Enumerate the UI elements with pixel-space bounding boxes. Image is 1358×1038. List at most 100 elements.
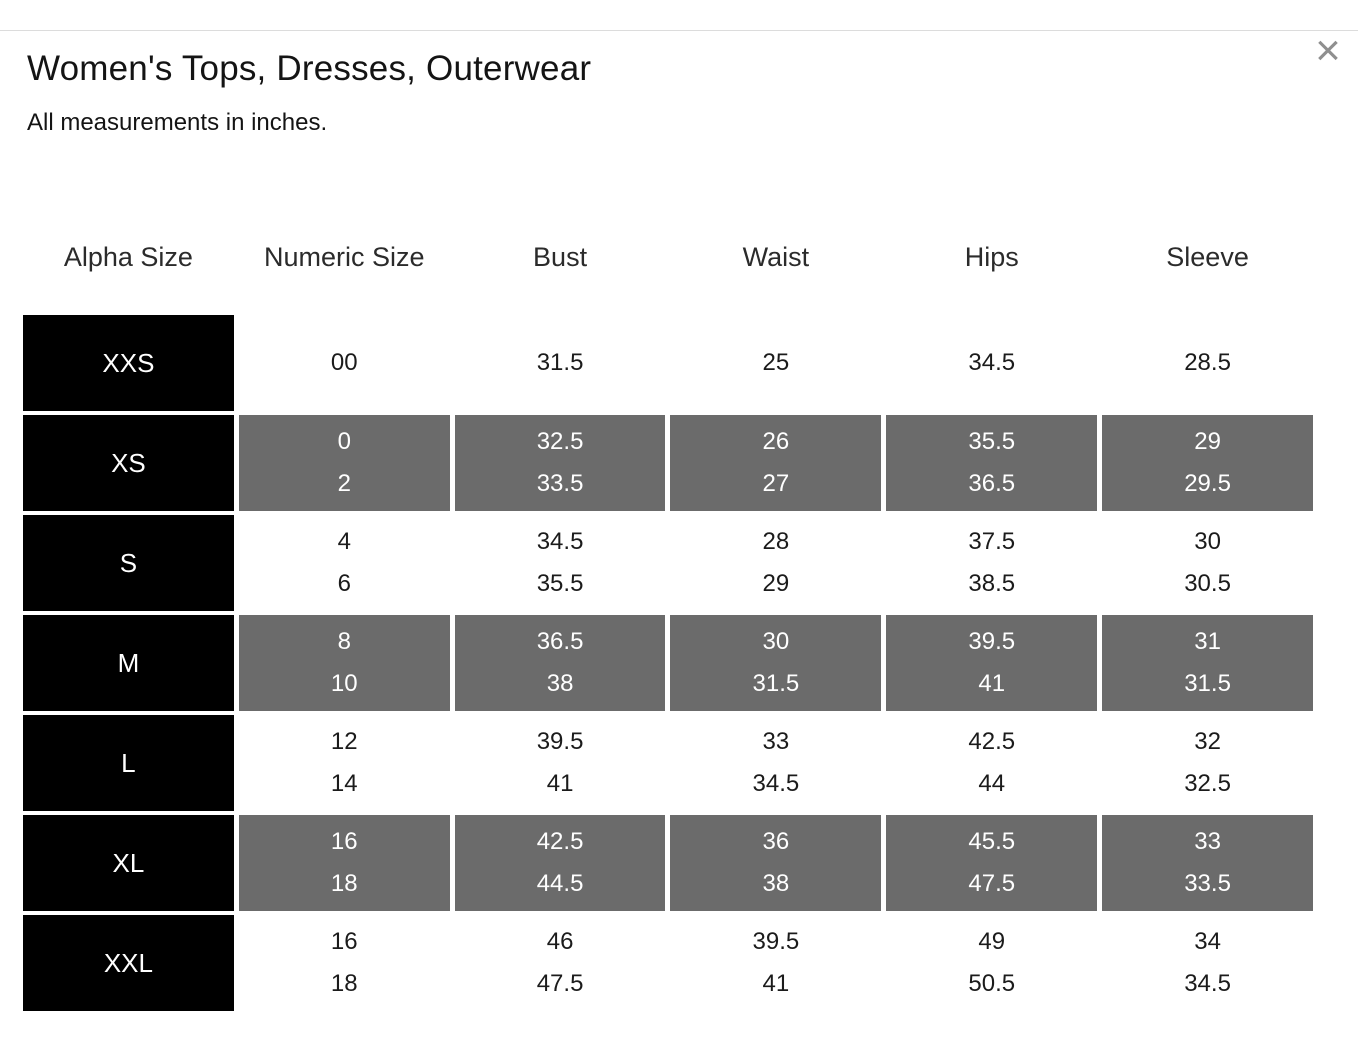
measurement-value: 31.5 — [536, 349, 584, 376]
measurement-value: 34.5 — [536, 528, 584, 555]
measurement-value: 25 — [762, 349, 790, 376]
measurement-value: 33.5 — [536, 470, 584, 497]
alpha-size-cell: M — [23, 615, 234, 711]
measurement-value: 18 — [330, 970, 358, 997]
measurement-value: 41 — [978, 670, 1006, 697]
column-header-bust: Bust — [533, 241, 588, 272]
measurement-value: 39.5 — [968, 628, 1016, 655]
sleeve-cell: 30 30.5 — [1102, 515, 1313, 611]
waist-cell: 28 29 — [670, 515, 882, 611]
bust-cell: 42.5 44.5 — [454, 815, 666, 911]
page-subtitle: All measurements in inches. — [27, 109, 328, 136]
measurement-value: 8 — [337, 628, 351, 655]
alpha-size-cell: XXL — [23, 915, 234, 1011]
measurement-value: 30 — [1194, 528, 1221, 555]
table-row-s: S 4 6 34.5 35.5 28 29 37.5 38.5 30 30.5 — [23, 515, 1313, 611]
table-row-xxs: XXS 00 31.5 25 34.5 28.5 — [23, 315, 1313, 411]
measurement-value: 32 — [1194, 728, 1221, 755]
bust-cell: 36.5 38 — [454, 615, 666, 711]
measurement-value: 27 — [762, 470, 790, 497]
numeric-cell: 8 10 — [238, 615, 450, 711]
table-header-row: Alpha Size Numeric Size Bust Waist Hips Sleev… — [23, 234, 1313, 280]
measurement-value: 41 — [546, 770, 574, 797]
table-row-m: M 8 10 36.5 38 30 31.5 39.5 41 31 31.5 — [23, 615, 1313, 711]
waist-cell: 36 38 — [670, 815, 882, 911]
alpha-size-cell: XS — [23, 415, 234, 511]
bust-cell: 39.5 41 — [454, 715, 666, 811]
measurement-value: 39.5 — [536, 728, 584, 755]
column-header-hips: Hips — [964, 241, 1019, 272]
measurement-value: 12 — [330, 728, 358, 755]
measurement-value: 33 — [762, 728, 790, 755]
measurement-value: 30 — [762, 628, 790, 655]
measurement-value: 49 — [978, 928, 1006, 955]
measurement-value: 29.5 — [1184, 470, 1231, 497]
alpha-size-cell: L — [23, 715, 234, 811]
top-divider — [0, 30, 1358, 31]
measurement-value: 42.5 — [968, 728, 1016, 755]
measurement-value: 28.5 — [1184, 349, 1231, 376]
measurement-value: 38.5 — [968, 570, 1016, 597]
measurement-value: 37.5 — [968, 528, 1016, 555]
column-header-sleeve: Sleeve — [1166, 241, 1249, 272]
hips-cell: 35.5 36.5 — [886, 415, 1098, 511]
measurement-value: 36.5 — [968, 470, 1016, 497]
measurement-value: 50.5 — [968, 970, 1016, 997]
table-row-xs: XS 0 2 32.5 33.5 26 27 35.5 36.5 29 29.5 — [23, 415, 1313, 511]
measurement-value: 44.5 — [536, 870, 584, 897]
measurement-value: 38 — [762, 870, 790, 897]
table-row-xxl: XXL 16 18 46 47.5 39.5 41 49 50.5 34 34.5 — [23, 915, 1313, 1011]
measurement-value: 46 — [546, 928, 574, 955]
measurement-value: 42.5 — [536, 828, 584, 855]
waist-cell: 39.5 41 — [670, 915, 882, 1011]
sleeve-cell: 28.5 — [1102, 315, 1313, 411]
measurement-value: 32.5 — [536, 428, 584, 455]
measurement-value: 33.5 — [1184, 870, 1231, 897]
alpha-size-cell: S — [23, 515, 234, 611]
bust-cell: 46 47.5 — [454, 915, 666, 1011]
measurement-value: 31.5 — [752, 670, 800, 697]
column-header-numeric-size: Numeric Size — [263, 241, 425, 272]
hips-cell: 39.5 41 — [886, 615, 1098, 711]
waist-cell: 25 — [670, 315, 882, 411]
measurement-value: 6 — [337, 570, 351, 597]
alpha-size-cell: XL — [23, 815, 234, 911]
measurement-value: 39.5 — [752, 928, 800, 955]
waist-cell: 26 27 — [670, 415, 882, 511]
measurement-value: 35.5 — [968, 428, 1016, 455]
measurement-value: 38 — [546, 670, 574, 697]
measurement-value: 28 — [762, 528, 790, 555]
measurement-value: 4 — [337, 528, 351, 555]
measurement-value: 41 — [762, 970, 790, 997]
hips-cell: 37.5 38.5 — [886, 515, 1098, 611]
measurement-value: 10 — [330, 670, 358, 697]
measurement-value: 26 — [762, 428, 790, 455]
measurement-value: 45.5 — [968, 828, 1016, 855]
table-row-xl: XL 16 18 42.5 44.5 36 38 45.5 47.5 33 33.5 — [23, 815, 1313, 911]
measurement-value: 31 — [1194, 628, 1221, 655]
measurement-value: 47.5 — [968, 870, 1016, 897]
sleeve-cell: 32 32.5 — [1102, 715, 1313, 811]
measurement-value: 18 — [330, 870, 358, 897]
measurement-value: 44 — [978, 770, 1006, 797]
measurement-value: 33 — [1194, 828, 1221, 855]
measurement-value: 35.5 — [536, 570, 584, 597]
close-icon[interactable]: × — [1315, 26, 1341, 75]
measurement-value: 14 — [330, 770, 358, 797]
hips-cell: 49 50.5 — [886, 915, 1098, 1011]
modal-header: Women's Tops, Dresses, Outerwear All mea… — [27, 48, 591, 137]
measurement-value: 30.5 — [1184, 570, 1231, 597]
measurement-value: 34.5 — [968, 349, 1016, 376]
bust-cell: 34.5 35.5 — [454, 515, 666, 611]
sleeve-cell: 31 31.5 — [1102, 615, 1313, 711]
measurement-value: 34 — [1194, 928, 1221, 955]
hips-cell: 45.5 47.5 — [886, 815, 1098, 911]
numeric-cell: 00 — [238, 315, 450, 411]
numeric-cell: 12 14 — [238, 715, 450, 811]
sleeve-cell: 33 33.5 — [1102, 815, 1313, 911]
column-header-waist: Waist — [742, 241, 810, 272]
page-title: Women's Tops, Dresses, Outerwear — [27, 49, 592, 88]
waist-cell: 33 34.5 — [670, 715, 882, 811]
